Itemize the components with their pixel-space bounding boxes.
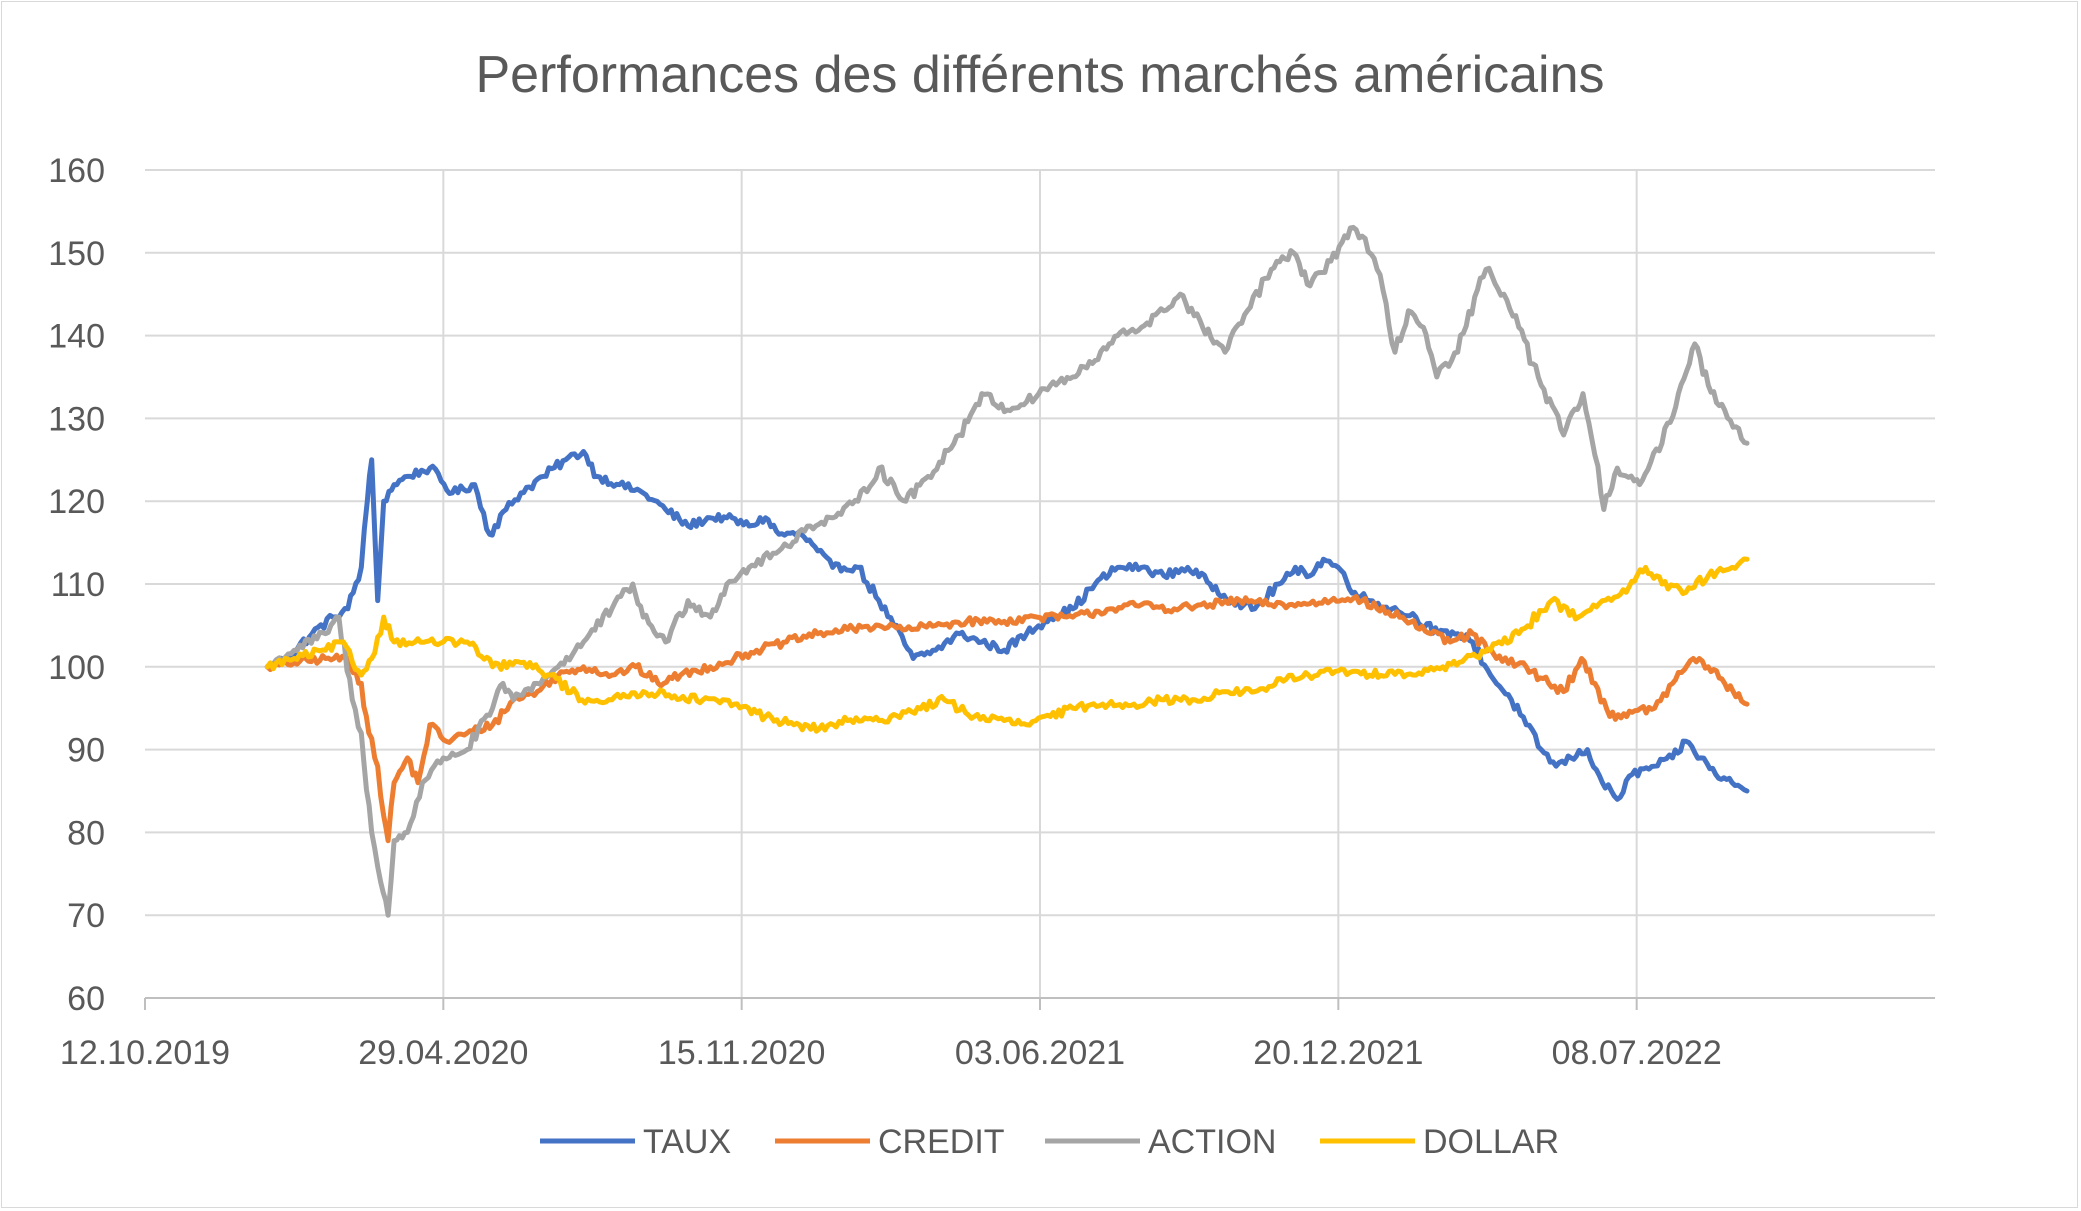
y-tick-label: 60	[67, 980, 105, 1018]
series-line-action	[264, 224, 1750, 918]
y-tick-label: 110	[51, 566, 105, 604]
x-tick-label: 03.06.2021	[955, 1034, 1125, 1072]
legend-label-credit: CREDIT	[878, 1123, 1005, 1161]
y-tick-label: 140	[48, 318, 105, 356]
x-tick-label: 12.10.2019	[60, 1034, 230, 1072]
x-tick-label: 29.04.2020	[358, 1034, 528, 1072]
y-tick-label: 120	[48, 483, 105, 521]
x-tick-label: 08.07.2022	[1552, 1034, 1722, 1072]
gridlines	[144, 169, 1935, 1010]
y-tick-label: 70	[67, 897, 105, 935]
y-tick-label: 100	[48, 649, 105, 687]
x-tick-label: 20.12.2021	[1253, 1034, 1423, 1072]
series-lines	[264, 224, 1750, 918]
chart-title: Performances des différents marchés amér…	[475, 46, 1604, 104]
y-tick-label: 160	[48, 152, 105, 190]
y-tick-label: 130	[48, 400, 105, 438]
legend: TAUX CREDIT ACTION DOLLAR	[540, 1123, 1559, 1161]
y-tick-label: 150	[48, 235, 105, 273]
series-line-taux	[264, 449, 1750, 802]
y-axis-ticks: 60 70 80 90 100 110 120 130 140 150 160	[48, 152, 105, 1018]
y-tick-label: 80	[67, 814, 105, 852]
legend-label-taux: TAUX	[643, 1123, 731, 1161]
x-axis-ticks: 12.10.2019 29.04.2020 15.11.2020 03.06.2021…	[60, 1034, 1722, 1072]
legend-label-action: ACTION	[1148, 1123, 1276, 1161]
series-line-credit	[264, 593, 1750, 844]
y-tick-label: 90	[67, 732, 105, 770]
x-tick-label: 15.11.2020	[658, 1034, 826, 1072]
series-line-dollar	[264, 556, 1750, 734]
legend-label-dollar: DOLLAR	[1423, 1123, 1559, 1161]
